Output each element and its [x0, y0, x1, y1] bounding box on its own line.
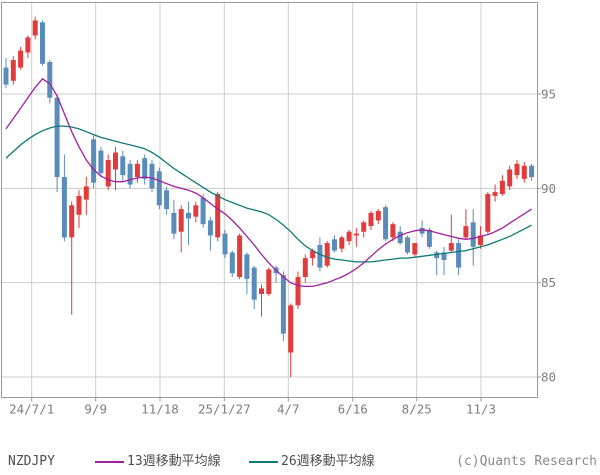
candlestick — [353, 233, 359, 236]
candlestick — [164, 190, 170, 210]
candlestick — [390, 224, 396, 238]
candlestick — [215, 193, 221, 238]
candlestick — [448, 243, 454, 251]
candlestick — [434, 252, 440, 259]
x-axis-label: 24/7/1 — [9, 402, 54, 417]
x-axis-label: 9/9 — [84, 402, 107, 417]
candlestick — [470, 222, 476, 247]
candlestick — [405, 237, 410, 253]
y-axis-label: 95 — [541, 87, 556, 102]
candlestick — [83, 186, 89, 200]
candlestick — [244, 254, 250, 279]
candlestick — [171, 212, 177, 234]
x-axis-label: 4/7 — [277, 402, 300, 417]
candlestick — [317, 244, 323, 268]
candlestick — [346, 231, 352, 242]
y-axis-label: 85 — [541, 275, 556, 290]
candlestick — [3, 67, 9, 85]
candlestick — [485, 193, 491, 232]
candlestick — [156, 171, 162, 206]
candlestick — [229, 252, 235, 274]
candlestick — [295, 277, 301, 306]
chart-legend: NZDJPY 13週移動平均線 26週移動平均線 (c)Quants Resea… — [0, 452, 600, 472]
candlestick — [54, 97, 60, 178]
price-chart: 24/7/1 9/9 11/18 25/1/27 4/7 6/16 8/25 11/3 95 90… — [1, 2, 556, 417]
candlestick — [61, 177, 67, 238]
candlestick — [492, 192, 498, 196]
x-axis-label: 11/3 — [466, 402, 496, 417]
candlestick — [280, 275, 286, 334]
candlestick — [127, 163, 133, 185]
candlestick — [463, 226, 469, 238]
ma26-legend-label: 26週移動平均線 — [281, 454, 375, 469]
symbol-label: NZDJPY — [8, 454, 55, 469]
candlestick — [105, 160, 111, 187]
candlestick — [288, 305, 294, 353]
candlestick — [266, 269, 272, 294]
candlestick — [251, 267, 257, 300]
candlestick — [302, 258, 308, 278]
candlestick — [149, 163, 155, 189]
candlestick — [499, 180, 505, 194]
x-axis-label: 11/18 — [141, 402, 179, 417]
candlestick — [361, 222, 367, 232]
candlestick — [113, 152, 118, 170]
candlestick — [76, 195, 82, 215]
candlestick — [207, 220, 213, 236]
candlestick — [178, 209, 184, 232]
candlestick — [69, 205, 75, 238]
ma13-legend-line — [95, 461, 124, 463]
candlestick — [40, 22, 45, 64]
x-axis-label: 6/16 — [338, 402, 368, 417]
candlestick — [426, 229, 432, 247]
ma26-line — [5, 125, 532, 263]
candlestick — [456, 243, 462, 268]
candlestick — [324, 243, 330, 266]
candlestick — [32, 20, 38, 36]
candlestick — [521, 165, 527, 179]
ma13-line — [5, 78, 532, 288]
candlestick — [332, 239, 337, 251]
candlestick — [397, 231, 403, 244]
candlestick — [91, 139, 97, 183]
plot-border — [1, 2, 538, 398]
candlestick — [310, 250, 316, 259]
candlestick — [200, 197, 206, 225]
y-axis-label: 90 — [541, 181, 556, 196]
y-axis-label: 80 — [541, 370, 556, 385]
candlestick — [412, 243, 418, 255]
x-axis-label: 8/25 — [402, 402, 432, 417]
candlestick — [134, 163, 140, 178]
candlestick — [193, 205, 199, 217]
candlestick — [120, 156, 126, 176]
candlestick — [441, 252, 447, 261]
candlestick — [237, 235, 243, 278]
candlestick — [259, 288, 264, 294]
candlestick — [368, 212, 374, 227]
candlestick — [18, 50, 24, 68]
candlestick — [514, 163, 520, 176]
x-axis-label: 25/1/27 — [198, 402, 251, 417]
candlestick — [222, 233, 228, 255]
candlestick — [478, 235, 483, 245]
candlestick — [98, 150, 104, 174]
ma13-legend-label: 13週移動平均線 — [127, 454, 221, 469]
ma26-legend-line — [249, 461, 278, 463]
copyright-label: (c)Quants Research — [456, 454, 597, 469]
candlestick — [419, 227, 425, 234]
candlestick — [383, 207, 389, 240]
candlestick — [529, 165, 535, 178]
candlestick — [186, 212, 191, 219]
candlestick — [10, 60, 16, 81]
candlestick — [339, 237, 345, 249]
candlestick — [47, 61, 53, 98]
candlestick — [142, 158, 148, 179]
candlestick — [25, 37, 31, 53]
candlestick — [375, 210, 381, 221]
candlestick — [507, 169, 513, 187]
